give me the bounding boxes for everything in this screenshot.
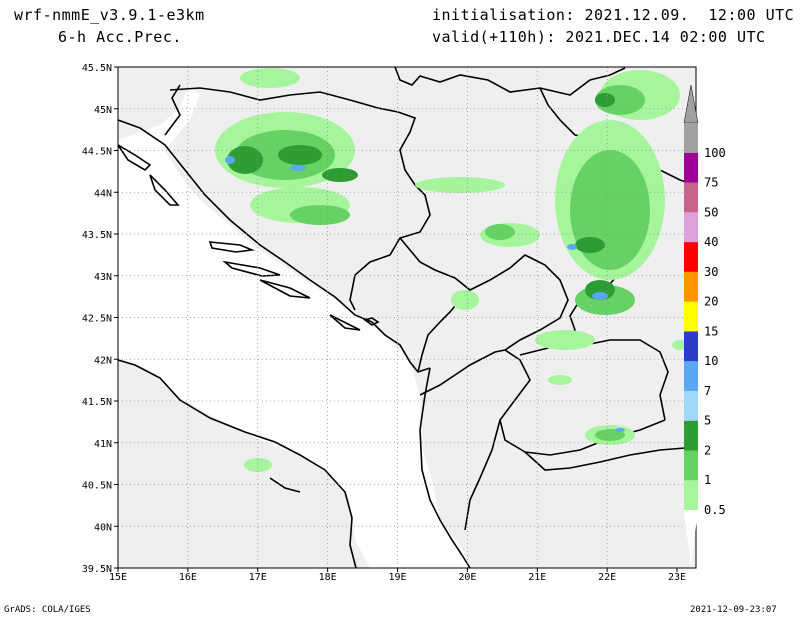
colorbar-label: 30: [704, 265, 718, 279]
island-lastovo: [329, 314, 361, 331]
colorbar-swatch: [684, 212, 698, 243]
italy-land: [118, 67, 190, 140]
border-albania-greece: [419, 349, 506, 531]
italy-coast: [117, 359, 357, 569]
lon-label: 23E: [668, 572, 686, 583]
lon-label: 15E: [109, 572, 127, 583]
precip-patch: [278, 145, 322, 165]
colorbar-label: 5: [704, 414, 711, 428]
colorbar-label: 2: [704, 443, 711, 457]
colorbar-swatch: [684, 331, 698, 362]
lat-label: 39.5N: [82, 564, 112, 575]
lat-label: 44.5N: [82, 147, 112, 158]
border-hungary: [394, 66, 626, 96]
lon-label: 22E: [598, 572, 616, 583]
precip-patch: [225, 156, 235, 164]
colorbar-swatch: [684, 271, 698, 302]
lat-label: 42N: [94, 355, 112, 366]
colorbar-label: 15: [704, 324, 718, 338]
island-brac: [208, 241, 256, 253]
model-title: wrf-nmmE_v3.9.1-e3km: [14, 6, 205, 24]
colorbar-swatch: [684, 242, 698, 272]
precip-patch: [595, 429, 625, 441]
island-korcula: [259, 279, 311, 299]
lat-label: 44N: [94, 188, 112, 199]
precip-patches: [215, 68, 688, 472]
lon-label: 19E: [388, 572, 406, 583]
colorbar-label: 100: [704, 146, 726, 160]
precip-patch: [595, 93, 615, 107]
precip-patch: [244, 458, 272, 472]
island-krk: [117, 144, 152, 172]
lat-label: 42.5N: [82, 314, 112, 325]
lat-label: 40.5N: [82, 481, 112, 492]
coastline-north: [117, 119, 431, 373]
colorbar-swatch: [684, 450, 698, 481]
colorbar-label: 75: [704, 176, 718, 190]
border-slovenia: [164, 84, 181, 136]
footer-left: GrADS: COLA/IGES: [4, 605, 91, 615]
colorbar-swatch: [684, 361, 698, 391]
island-pag: [149, 174, 180, 206]
lon-label: 18E: [319, 572, 337, 583]
coastline-albania: [419, 367, 471, 569]
colorbar-swatch: [684, 420, 698, 451]
lon-label: 17E: [249, 572, 267, 583]
border-greece: [524, 444, 697, 471]
precip-patch: [485, 224, 515, 240]
precip-patch: [570, 150, 650, 270]
colorbar-swatch: [684, 182, 698, 213]
kotor-bay: [363, 317, 380, 326]
precip-patch: [415, 177, 505, 193]
precip-patch: [227, 146, 263, 174]
lat-label: 43.5N: [82, 230, 112, 241]
colorbar-label: 7: [704, 384, 711, 398]
colorbar-label: 1: [704, 473, 711, 487]
colorbar-label: 10: [704, 354, 718, 368]
colorbar-swatch: [684, 480, 698, 510]
colorbar-label: 40: [704, 235, 718, 249]
colorbar: 0.5 1 2 5 7 10 15 20 30 40 50 75 100: [683, 84, 726, 568]
border-bosnia-croatia: [169, 87, 431, 311]
colorbar-swatch: [684, 152, 698, 183]
italy-south-land: [118, 358, 370, 568]
precip-patch: [567, 244, 577, 250]
lat-label: 45.5N: [82, 63, 112, 74]
italy-heel: [269, 477, 301, 493]
colorbar-label: 20: [704, 295, 718, 309]
precip-patch: [575, 237, 605, 253]
field-title: 6-h Acc.Prec.: [58, 28, 182, 46]
precip-patch: [535, 330, 595, 350]
latitude-axis: 45.5N 45N 44.5N 44N 43.5N 43N 42.5N 42N 41.5N 41N…: [82, 63, 118, 575]
lat-label: 45N: [94, 105, 112, 116]
lat-label: 43N: [94, 272, 112, 283]
lon-label: 20E: [458, 572, 476, 583]
precip-patch: [451, 290, 479, 310]
valid-time: valid(+110h): 2021.DEC.14 02:00 UTC: [432, 28, 766, 46]
border-kosovo: [469, 254, 569, 351]
colorbar-label: 50: [704, 205, 718, 219]
colorbar-swatch: [684, 301, 698, 332]
grid-lines: [118, 67, 696, 568]
precip-patch: [290, 205, 350, 225]
lon-label: 21E: [528, 572, 546, 583]
precip-patch: [592, 292, 608, 300]
footer-right: 2021-12-09-23:07: [690, 605, 777, 615]
colorbar-swatch: [684, 123, 698, 153]
precip-patch: [548, 375, 572, 385]
lat-label: 41.5N: [82, 397, 112, 408]
colorbar-label: 0.5: [704, 503, 726, 517]
precip-patch: [240, 68, 300, 88]
init-time: initialisation: 2021.12.09. 12:00 UTC: [432, 6, 795, 24]
lat-label: 40N: [94, 522, 112, 533]
colorbar-bottom-arrow: [684, 510, 698, 568]
precip-patch: [290, 165, 306, 171]
colorbar-swatch: [684, 390, 698, 421]
longitude-axis: 15E 16E 17E 18E 19E 20E 21E 22E 23E: [109, 568, 686, 583]
precip-patch: [615, 428, 625, 432]
lon-label: 16E: [179, 572, 197, 583]
precip-patch: [322, 168, 358, 182]
lat-label: 41N: [94, 439, 112, 450]
